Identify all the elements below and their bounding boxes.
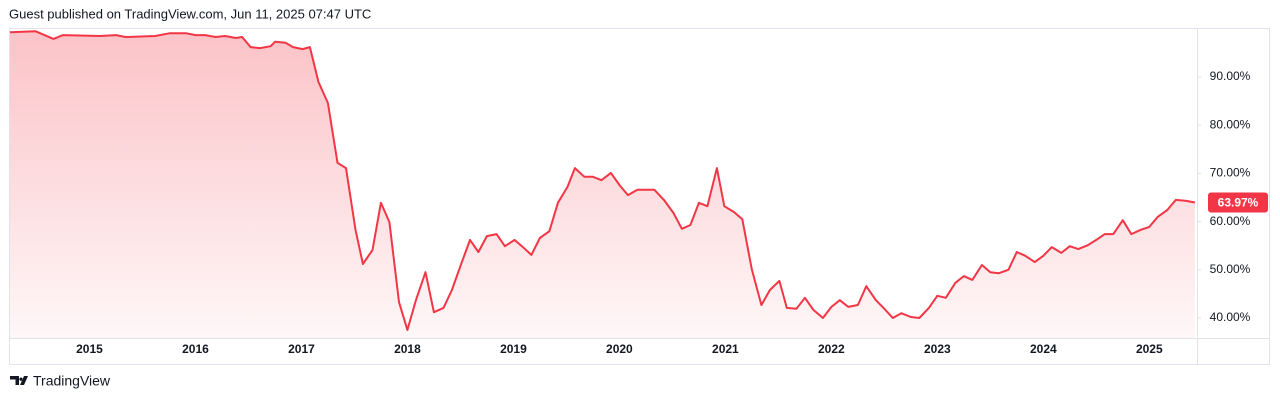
x-tick-label: 2016	[182, 342, 209, 356]
area-fill	[10, 31, 1195, 338]
x-tick-label: 2022	[818, 342, 845, 356]
y-tick-label: 60.00%	[1210, 214, 1251, 228]
y-tick-label: 80.00%	[1210, 117, 1251, 131]
line	[9, 30, 1196, 331]
x-tick-label: 2018	[394, 342, 421, 356]
header-text: Guest published on TradingView.com, Jun …	[9, 6, 371, 21]
brand-logo	[10, 376, 28, 385]
last-value-label: 63.97%	[1218, 196, 1259, 210]
x-tick-label: 2021	[712, 342, 739, 356]
chart-frame	[9, 28, 1270, 365]
x-tick-label: 2017	[288, 342, 315, 356]
brand-name: TradingView	[33, 373, 111, 389]
y-tick-label: 50.00%	[1210, 262, 1251, 276]
x-tick-label: 2025	[1136, 342, 1163, 356]
x-tick-label: 2015	[76, 342, 103, 356]
last-value-badge	[1208, 192, 1268, 213]
x-tick-label: 2024	[1030, 342, 1057, 356]
x-tick-label: 2023	[924, 342, 951, 356]
x-tick-label: 2019	[500, 342, 527, 356]
y-tick-label: 90.00%	[1210, 69, 1251, 83]
y-tick-label: 40.00%	[1210, 310, 1251, 324]
y-tick-label: 70.00%	[1210, 166, 1251, 180]
x-tick-label: 2020	[606, 342, 633, 356]
plot	[9, 30, 1196, 338]
